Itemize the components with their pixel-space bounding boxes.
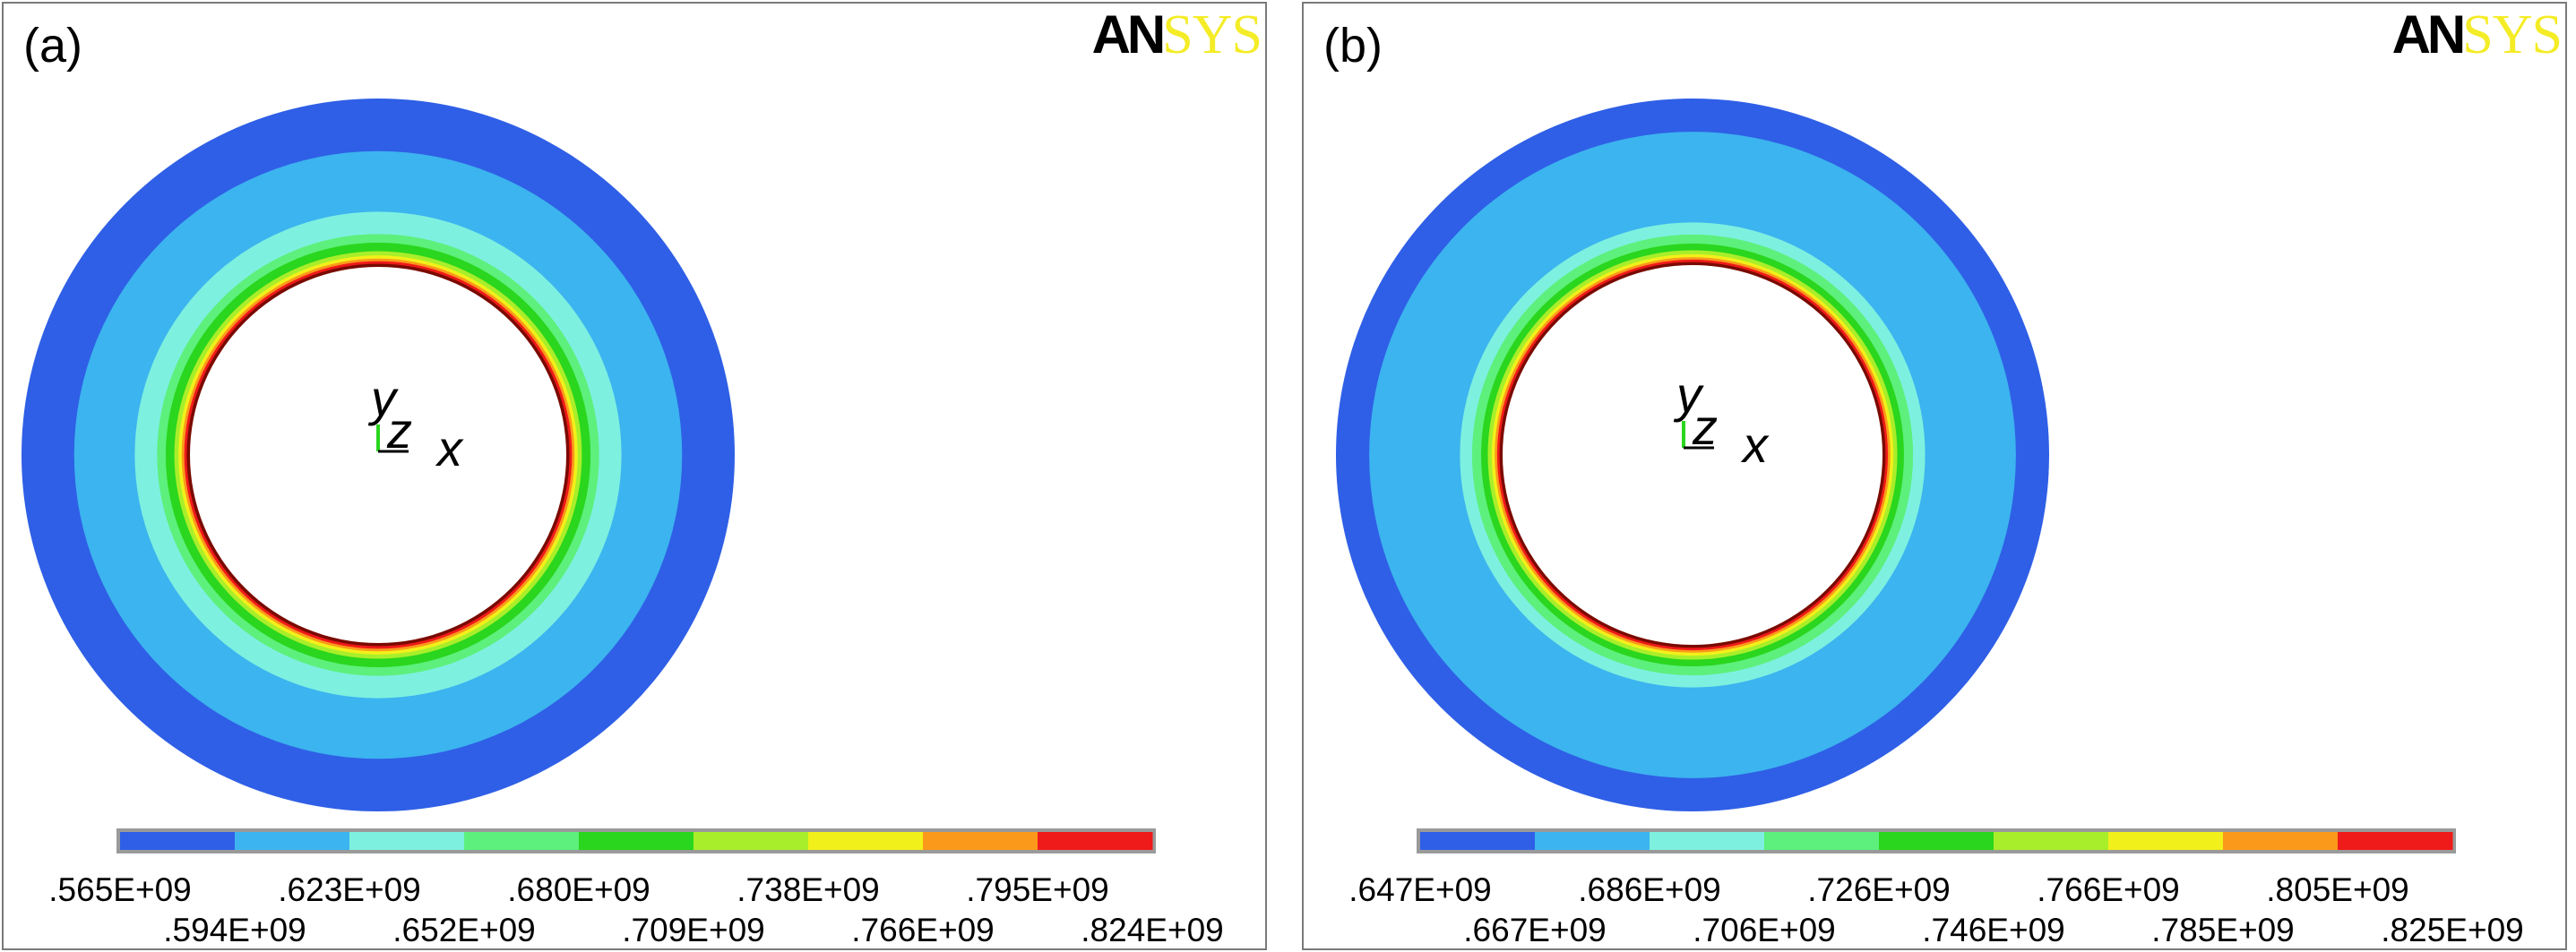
legend-tick-label: .623E+09: [278, 871, 420, 908]
panel-a: (a) ANSYS y z x .565E+09 .594E+09 .623E+09 .65…: [2, 2, 1267, 950]
legend-tick-label: .709E+09: [622, 912, 764, 948]
y-axis-label: y: [367, 370, 399, 426]
legend-tick-label: .795E+09: [966, 871, 1108, 908]
legend-tick-label: .726E+09: [1807, 871, 1950, 908]
panel-label: (a): [23, 19, 82, 73]
legend-tick-label: .680E+09: [507, 871, 650, 908]
panel-label: (b): [1323, 19, 1383, 73]
legend-tick-label: .706E+09: [1693, 912, 1835, 948]
axis-triad: yz x: [1673, 366, 1770, 473]
legend-swatch: [923, 832, 1038, 850]
legend-tick-label: .652E+09: [392, 912, 535, 948]
legend-swatch: [1994, 832, 2109, 850]
legend-tick-label: .825E+09: [2381, 912, 2523, 948]
legend-swatch: [808, 832, 924, 850]
z-axis-label: z: [1692, 399, 1718, 455]
legend-swatch: [1038, 832, 1153, 850]
legend-swatch: [694, 832, 809, 850]
axis-triad: yz x: [367, 370, 464, 476]
legend-swatch: [464, 832, 580, 850]
legend-swatch: [349, 832, 465, 850]
legend-swatch: [2108, 832, 2224, 850]
inner-hole: [190, 267, 566, 643]
legend-tick-label: .766E+09: [2037, 871, 2179, 908]
legend-tick-label: .594E+09: [163, 912, 306, 948]
legend-tick-label: .667E+09: [1463, 912, 1606, 948]
legend-swatch: [1420, 832, 1536, 850]
x-axis-label: x: [435, 420, 464, 476]
legend-tick-label: .647E+09: [1348, 871, 1491, 908]
legend-swatch: [2223, 832, 2339, 850]
legend-tick-label: .686E+09: [1578, 871, 1720, 908]
legend-tick-label: .565E+09: [48, 871, 191, 908]
legend-swatch: [1764, 832, 1880, 850]
legend-tick-label: .785E+09: [2151, 912, 2294, 948]
legend-tick-label: .746E+09: [1922, 912, 2064, 948]
legend-swatch: [579, 832, 694, 850]
legend-swatch: [235, 832, 350, 850]
panel-b: (b) ANSYS y z x .647E+09 .667E+09 .686E+09 .70…: [1302, 2, 2567, 950]
ansys-logo: ANSYS: [2391, 4, 2563, 65]
ansys-logo: ANSYS: [1091, 4, 1262, 65]
legend-tick-label: .738E+09: [737, 871, 879, 908]
inner-hole: [1503, 265, 1882, 645]
legend-swatch: [120, 832, 236, 850]
legend-swatch: [1535, 832, 1650, 850]
legend-tick-label: .766E+09: [851, 912, 994, 948]
contour-plot: yz x .565E+09 .594E+09 .623E+09 .652E+09 .680E…: [22, 99, 1224, 948]
y-axis-label: y: [1673, 366, 1704, 423]
legend-tick-label: .824E+09: [1081, 912, 1223, 948]
legend-tick-label: .805E+09: [2266, 871, 2408, 908]
contour-plot: yz x .647E+09 .667E+09 .686E+09 .706E+09 .726E…: [1336, 99, 2524, 948]
legend-swatch: [1879, 832, 1994, 850]
x-axis-label: x: [1740, 416, 1770, 473]
legend-swatch: [1650, 832, 1765, 850]
legend-swatch: [2338, 832, 2453, 850]
z-axis-label: z: [386, 402, 412, 459]
